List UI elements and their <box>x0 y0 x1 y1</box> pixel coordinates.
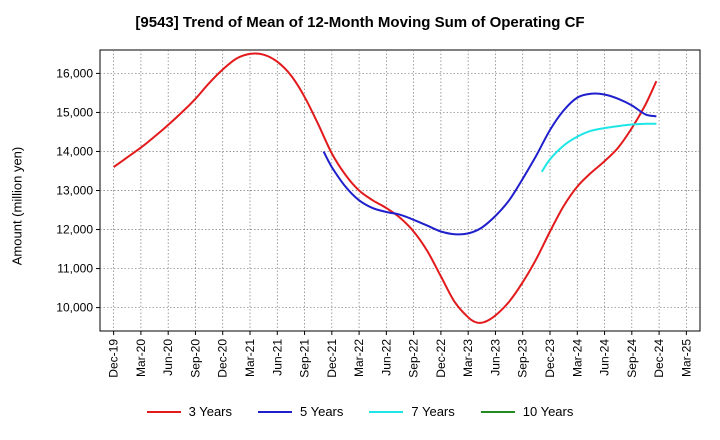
x-tick-label: Jun-20 <box>161 339 175 376</box>
x-tick-label: Sep-23 <box>516 339 530 378</box>
legend-item: 7 Years <box>369 404 455 419</box>
legend-label: 7 Years <box>411 404 455 419</box>
series-line-7-years <box>540 122 657 173</box>
x-tick-label: Dec-24 <box>652 339 666 378</box>
x-tick-label: Mar-23 <box>461 339 475 377</box>
x-tick-label: Jun-24 <box>598 339 612 376</box>
y-tick-label: 12,000 <box>56 223 93 237</box>
x-tick-label: Sep-24 <box>625 339 639 378</box>
y-tick-label: 13,000 <box>56 184 93 198</box>
series-line-5-years <box>322 92 657 236</box>
x-tick-label: Dec-19 <box>107 339 121 378</box>
chart-title: [9543] Trend of Mean of 12-Month Moving … <box>135 14 585 31</box>
x-tick-label: Jun-21 <box>270 339 284 376</box>
x-tick-label: Jun-22 <box>379 339 393 376</box>
legend: 3 Years 5 Years 7 Years 10 Years <box>0 404 720 419</box>
y-tick-label: 11,000 <box>57 262 93 276</box>
legend-item: 5 Years <box>258 404 343 419</box>
y-tick-label: 15,000 <box>56 105 93 119</box>
x-tick-label: Mar-20 <box>134 339 148 377</box>
legend-label: 5 Years <box>300 404 344 419</box>
legend-swatch <box>369 410 404 413</box>
legend-label: 3 Years <box>188 404 232 419</box>
x-tick-label: Dec-22 <box>434 339 448 378</box>
legend-item: 3 Years <box>146 404 232 419</box>
legend-label: 10 Years <box>522 404 574 419</box>
plot-area <box>99 49 701 332</box>
y-tick-label: 10,000 <box>56 301 93 315</box>
legend-swatch <box>480 410 515 413</box>
x-tick-label: Mar-24 <box>570 339 584 377</box>
x-tick-label: Mar-25 <box>679 339 693 377</box>
legend-item: 10 Years <box>480 404 574 419</box>
x-tick-label: Sep-21 <box>298 339 312 378</box>
gridlines <box>100 50 700 331</box>
y-tick-label: 14,000 <box>56 144 93 158</box>
x-tick-label: Jun-23 <box>488 339 502 376</box>
legend-swatch <box>146 410 181 413</box>
x-axis-ticks: Dec-19 Mar-20 Jun-20 Sep-20 Dec-20 Mar-21 Jun-… <box>107 331 693 378</box>
y-axis-ticks: 10,000 11,000 12,000 13,000 14,000 15,000 16,0… <box>56 66 100 315</box>
series-lines <box>113 52 658 324</box>
x-tick-label: Dec-20 <box>216 339 230 378</box>
y-tick-label: 16,000 <box>56 66 93 80</box>
x-tick-label: Dec-23 <box>543 339 557 378</box>
x-tick-label: Mar-22 <box>352 339 366 377</box>
x-tick-label: Dec-21 <box>325 339 339 378</box>
legend-swatch <box>258 410 292 413</box>
x-tick-label: Mar-21 <box>243 339 257 377</box>
x-tick-label: Sep-22 <box>407 339 421 378</box>
x-tick-label: Sep-20 <box>188 339 202 378</box>
